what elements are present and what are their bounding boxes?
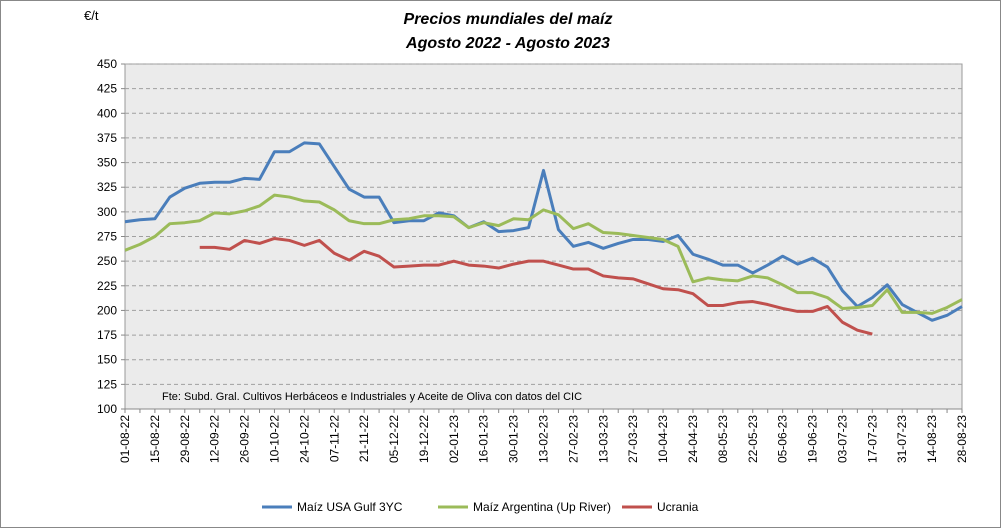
x-tick-label: 15-08-22 — [148, 415, 162, 463]
y-tick-label: 425 — [97, 82, 117, 96]
y-tick-label: 225 — [97, 279, 117, 293]
y-tick-label: 325 — [97, 180, 117, 194]
x-tick-label: 29-08-22 — [178, 415, 192, 463]
x-tick-label: 01-08-22 — [118, 415, 132, 463]
plot-area — [124, 63, 963, 410]
x-tick-label: 12-09-22 — [208, 415, 222, 463]
legend-label: Ucrania — [657, 500, 699, 514]
x-tick-label: 19-12-22 — [417, 415, 431, 463]
x-tick-label: 03-07-23 — [835, 415, 849, 463]
x-tick-label: 19-06-23 — [806, 415, 820, 463]
x-tick-label: 31-07-23 — [895, 415, 909, 463]
y-tick-label: 350 — [97, 156, 117, 170]
annotation: Fte: Subd. Gral. Cultivos Herbáceos e In… — [162, 391, 582, 403]
series-line — [124, 193, 963, 315]
x-tick-label: 10-10-22 — [267, 415, 281, 463]
x-tick-label: 14-08-23 — [925, 415, 939, 463]
y-tick-label: 450 — [97, 57, 117, 71]
x-tick-label: 22-05-23 — [746, 415, 760, 463]
x-tick-label: 05-06-23 — [776, 415, 790, 463]
x-tick-label: 08-05-23 — [716, 415, 730, 463]
x-tick-label: 02-01-23 — [447, 415, 461, 463]
series-line — [124, 141, 963, 322]
x-tick-label: 17-07-23 — [865, 415, 879, 463]
legend-label: Maíz USA Gulf 3YC — [297, 500, 403, 514]
y-axis-label: €/t — [84, 8, 99, 23]
x-tick-label: 16-01-23 — [477, 415, 491, 463]
y-tick-label: 275 — [97, 230, 117, 244]
series-line — [199, 236, 873, 336]
x-tick-label: 24-10-22 — [297, 415, 311, 463]
y-tick-label: 375 — [97, 131, 117, 145]
y-tick-label: 100 — [97, 402, 117, 416]
x-tick-label: 27-02-23 — [566, 415, 580, 463]
y-tick-label: 200 — [97, 303, 117, 317]
legend-label: Maíz Argentina (Up River) — [473, 500, 611, 514]
y-tick-label: 175 — [97, 328, 117, 342]
x-tick-label: 30-01-23 — [507, 415, 521, 463]
x-tick-label: 28-08-23 — [955, 415, 969, 463]
chart-title: Precios mundiales del maíz — [404, 11, 613, 28]
y-tick-label: 250 — [97, 254, 117, 268]
x-tick-label: 27-03-23 — [626, 415, 640, 463]
x-tick-label: 05-12-22 — [387, 415, 401, 463]
x-tick-label: 13-03-23 — [596, 415, 610, 463]
x-tick-label: 10-04-23 — [656, 415, 670, 463]
x-tick-label: 26-09-22 — [238, 415, 252, 463]
x-tick-label: 07-11-22 — [327, 415, 341, 462]
x-tick-label: 13-02-23 — [537, 415, 551, 463]
y-tick-label: 400 — [97, 106, 117, 120]
chart-subtitle: Agosto 2022 - Agosto 2023 — [405, 35, 610, 52]
x-tick-label: 21-11-22 — [357, 415, 371, 462]
x-tick-label: 24-04-23 — [686, 415, 700, 463]
y-tick-label: 125 — [97, 377, 117, 391]
y-tick-label: 300 — [97, 205, 117, 219]
y-tick-label: 150 — [97, 353, 117, 367]
